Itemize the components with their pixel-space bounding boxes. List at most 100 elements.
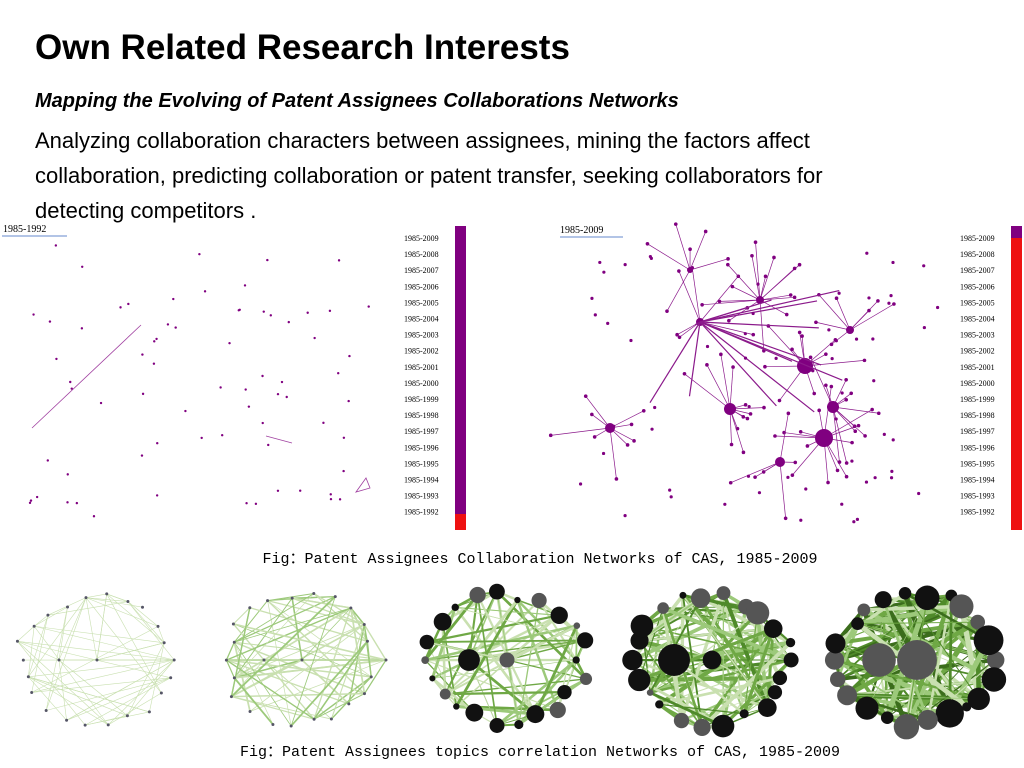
- node: [231, 622, 235, 626]
- node: [198, 252, 201, 256]
- node: [526, 705, 545, 724]
- edge: [127, 601, 175, 661]
- node: [92, 515, 96, 518]
- edge: [28, 676, 109, 726]
- edge: [355, 477, 371, 493]
- node: [342, 436, 346, 439]
- edge: [350, 607, 365, 625]
- node: [106, 723, 110, 727]
- year-label: 1985-1999: [404, 395, 439, 404]
- edge: [234, 593, 315, 679]
- node: [763, 619, 783, 638]
- node: [876, 299, 880, 303]
- edge: [127, 601, 165, 643]
- node: [677, 335, 682, 340]
- node: [622, 649, 643, 671]
- node: [312, 717, 316, 721]
- edge: [265, 435, 293, 444]
- node: [224, 658, 228, 662]
- node: [970, 614, 986, 630]
- node: [850, 440, 854, 445]
- edge: [632, 628, 774, 661]
- node: [579, 672, 593, 686]
- node: [798, 429, 803, 434]
- node: [238, 308, 241, 311]
- node: [815, 429, 833, 447]
- year-label: 1985-2003: [404, 331, 439, 340]
- edge: [675, 224, 691, 271]
- node: [827, 401, 839, 413]
- edge: [732, 286, 761, 301]
- color-bar: [1011, 238, 1022, 530]
- edge: [699, 289, 840, 323]
- year-label: 1985-2002: [960, 347, 995, 356]
- year-label: 1985-2003: [960, 331, 995, 340]
- node: [917, 491, 921, 496]
- node: [362, 623, 366, 627]
- node: [313, 336, 316, 340]
- node: [141, 353, 144, 356]
- node: [716, 586, 731, 600]
- node: [261, 421, 264, 425]
- node: [763, 364, 767, 369]
- year-label: 1985-2001: [960, 363, 995, 372]
- node: [808, 355, 813, 360]
- edge: [432, 659, 577, 679]
- node: [690, 588, 711, 608]
- node: [862, 358, 867, 363]
- edge: [575, 625, 578, 661]
- node: [849, 391, 854, 396]
- node: [824, 352, 828, 356]
- node: [83, 723, 87, 727]
- node: [790, 347, 794, 352]
- node: [66, 605, 70, 609]
- edge: [863, 604, 962, 612]
- node: [655, 700, 664, 709]
- year-label: 1985-1998: [960, 411, 995, 420]
- node: [840, 502, 844, 506]
- node: [837, 291, 841, 295]
- node: [629, 338, 633, 343]
- edge: [127, 642, 165, 716]
- node: [653, 405, 657, 410]
- edge: [28, 597, 87, 677]
- node: [329, 717, 333, 721]
- edge: [730, 461, 781, 484]
- node: [914, 585, 940, 611]
- edge: [768, 325, 806, 367]
- edge: [267, 599, 365, 626]
- node: [166, 323, 170, 326]
- edge: [426, 639, 586, 643]
- subtitle: Mapping the Evolving of Patent Assignees…: [35, 90, 679, 112]
- node: [232, 676, 236, 680]
- title: Own Related Research Interests: [35, 28, 570, 67]
- node: [140, 605, 144, 609]
- node: [602, 270, 606, 274]
- edge: [34, 625, 165, 644]
- node: [126, 600, 130, 604]
- edge: [291, 597, 303, 661]
- node: [229, 695, 233, 699]
- node: [790, 473, 795, 477]
- edge: [233, 607, 352, 679]
- edge: [688, 321, 701, 397]
- node: [922, 325, 926, 330]
- edge: [431, 677, 476, 714]
- node: [267, 443, 270, 447]
- node: [573, 622, 581, 629]
- edge: [127, 601, 159, 627]
- edge: [350, 607, 366, 694]
- node: [871, 337, 875, 341]
- edge: [34, 606, 68, 627]
- edge: [17, 641, 109, 726]
- year-label: 1985-2004: [404, 315, 439, 324]
- node: [844, 474, 849, 479]
- edge: [684, 373, 731, 410]
- edge: [226, 607, 352, 661]
- edge: [66, 659, 175, 721]
- edge: [233, 607, 251, 625]
- edge: [17, 626, 35, 642]
- edge: [832, 406, 866, 437]
- edge: [348, 624, 365, 704]
